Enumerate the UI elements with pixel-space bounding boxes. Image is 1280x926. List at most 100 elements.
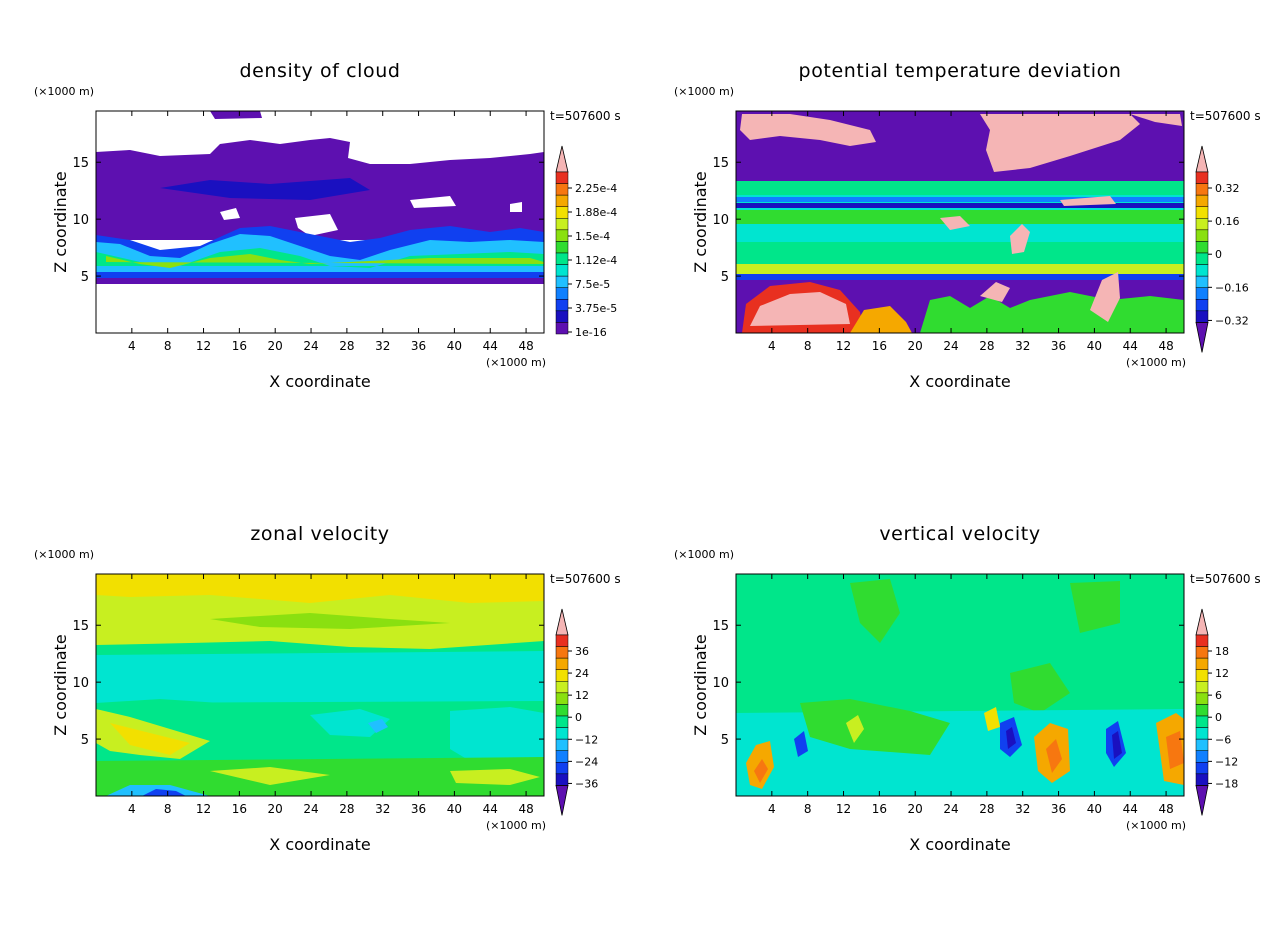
colorbar-swatch bbox=[1195, 762, 1209, 775]
x-tick-label: 20 bbox=[268, 339, 283, 353]
field-layer bbox=[736, 574, 1184, 796]
time-label: t=507600 s bbox=[550, 572, 621, 586]
colorbar-label: −12 bbox=[575, 733, 598, 746]
y-tick-label: 10 bbox=[712, 213, 729, 228]
colorbar-label: 3.75e-5 bbox=[575, 302, 617, 315]
updraft bbox=[984, 707, 1000, 731]
colorbar-label: 1.88e-4 bbox=[575, 206, 617, 219]
colorbar-swatch bbox=[1195, 669, 1209, 682]
x-tick-label: 28 bbox=[339, 802, 354, 816]
x-unit-label: (×1000 m) bbox=[486, 819, 546, 832]
colorbar: 0.32 0.16 0 −0.16 −0.32 bbox=[1195, 145, 1249, 353]
y-unit-label: (×1000 m) bbox=[674, 548, 734, 561]
colorbar-swatch bbox=[555, 681, 569, 694]
downdraft bbox=[1112, 731, 1122, 759]
lower-band bbox=[368, 719, 388, 733]
x-tick-label: 8 bbox=[164, 339, 172, 353]
colorbar-label: −0.32 bbox=[1215, 314, 1249, 327]
x-tick-label: 48 bbox=[1158, 339, 1173, 353]
y-axis-label: Z coordinate bbox=[51, 171, 70, 272]
colorbar-swatch bbox=[1195, 194, 1209, 207]
colorbar-label: 0 bbox=[1215, 711, 1222, 724]
colorbar-swatch bbox=[555, 218, 569, 231]
band bbox=[736, 224, 1184, 242]
updraft bbox=[1046, 739, 1062, 773]
x-unit-label: (×1000 m) bbox=[1126, 819, 1186, 832]
updraft bbox=[754, 759, 768, 783]
colorbar-label: −12 bbox=[1215, 755, 1238, 768]
panel-zonal-velocity: zonal velocity 4 8 12 16 20 24 28 32 36 40 44 48 5 10… bbox=[10, 523, 630, 923]
warm-anomaly-upper bbox=[1130, 114, 1182, 126]
colorbar-label: 6 bbox=[1215, 689, 1222, 702]
x-tick-label: 16 bbox=[872, 339, 887, 353]
colorbar-swatch bbox=[1195, 206, 1209, 219]
y-tick-label: 5 bbox=[81, 270, 89, 285]
x-tick-label: 16 bbox=[872, 802, 887, 816]
warm-anomaly-lower bbox=[1090, 272, 1120, 322]
y-tick-label: 15 bbox=[712, 619, 729, 634]
colorbar-label: −0.16 bbox=[1215, 281, 1249, 294]
colorbar-swatch bbox=[1195, 252, 1209, 265]
colorbar-arrow-bottom bbox=[555, 785, 569, 816]
y-tick-label: 5 bbox=[81, 733, 89, 748]
colorbar-label: −18 bbox=[1215, 777, 1238, 790]
x-tick-label: 40 bbox=[447, 802, 462, 816]
band bbox=[736, 264, 1184, 274]
colorbar-swatch bbox=[555, 252, 569, 265]
panel-vertical-velocity: vertical velocity 4 8 12 16 20 24 28 32 36 40 44 48 bbox=[650, 523, 1270, 923]
chart-title: density of cloud bbox=[239, 60, 401, 82]
colorbar-label: 7.5e-5 bbox=[575, 278, 610, 291]
updraft-band bbox=[1010, 663, 1070, 713]
x-tick-label: 28 bbox=[339, 339, 354, 353]
colorbar-label: 0.32 bbox=[1215, 182, 1240, 195]
mid-band bbox=[96, 651, 544, 707]
colorbar-swatch bbox=[555, 194, 569, 207]
colorbar-swatch bbox=[555, 275, 569, 288]
colorbar-swatch bbox=[555, 171, 569, 184]
x-tick-label: 36 bbox=[411, 339, 426, 353]
x-tick-label: 24 bbox=[943, 339, 958, 353]
colorbar-swatch bbox=[555, 704, 569, 717]
downdraft bbox=[794, 731, 808, 757]
x-tick-label: 12 bbox=[196, 802, 211, 816]
colorbar-arrow-top bbox=[555, 608, 569, 636]
colorbar-swatch bbox=[555, 762, 569, 775]
lower-band bbox=[450, 707, 544, 767]
colorbar-label: 2.25e-4 bbox=[575, 182, 617, 195]
x-tick-label: 4 bbox=[768, 802, 776, 816]
colorbar-swatch bbox=[1195, 229, 1209, 242]
x-tick-label: 44 bbox=[1123, 339, 1138, 353]
colorbar-label: 0.16 bbox=[1215, 215, 1240, 228]
x-tick-label: 32 bbox=[375, 802, 390, 816]
colorbar-swatch bbox=[555, 657, 569, 670]
colorbar: 2.25e-4 1.88e-4 1.5e-4 1.12e-4 7.5e-5 3.75e-5… bbox=[555, 145, 617, 339]
x-tick-label: 24 bbox=[303, 339, 318, 353]
x-axis-label: X coordinate bbox=[909, 835, 1010, 854]
y-tick-label: 10 bbox=[712, 676, 729, 691]
colorbar-swatch bbox=[1195, 183, 1209, 196]
y-axis-label: Z coordinate bbox=[691, 634, 710, 735]
warm-anomaly-lower bbox=[980, 282, 1010, 302]
plot-frame bbox=[735, 573, 1185, 797]
panel-density-of-cloud: density of cloud 4 8 12 16 20 24 28 32 36 40 44 48 5… bbox=[10, 60, 630, 460]
warm-anomaly-mid bbox=[1060, 196, 1116, 206]
colorbar-swatch bbox=[555, 669, 569, 682]
colorbar-swatch bbox=[1195, 171, 1209, 184]
cloud-core bbox=[106, 254, 544, 268]
colorbar-label: 36 bbox=[575, 645, 589, 658]
warm-anomaly-upper bbox=[980, 114, 1140, 172]
colorbar-swatch bbox=[1195, 681, 1209, 694]
cloud-top-patch bbox=[210, 111, 262, 119]
band bbox=[736, 181, 1184, 195]
x-tick-label: 8 bbox=[164, 802, 172, 816]
plot-frame bbox=[735, 110, 1185, 334]
x-tick-label: 24 bbox=[943, 802, 958, 816]
colorbar-swatch bbox=[555, 738, 569, 751]
x-tick-label: 8 bbox=[804, 802, 812, 816]
colorbar-swatch bbox=[1195, 704, 1209, 717]
cloud-gap bbox=[220, 208, 240, 220]
cloud-gap bbox=[295, 214, 338, 236]
